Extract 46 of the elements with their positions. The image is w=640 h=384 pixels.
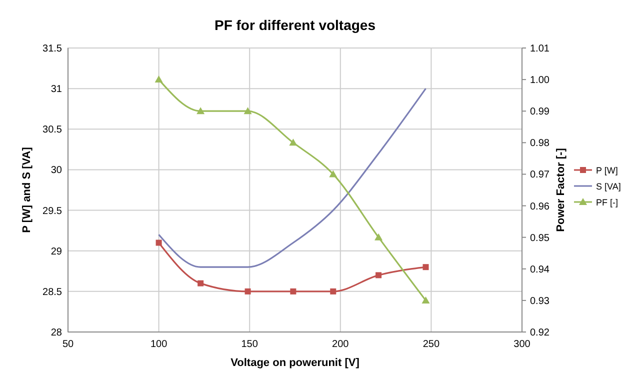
y2-tick-label: 0.95 <box>530 232 550 244</box>
y-tick-label: 30 <box>50 165 62 176</box>
y-tick-label: 30.5 <box>42 124 62 136</box>
point <box>196 107 205 114</box>
y2-axis-title: Power Factor [-] <box>555 148 567 232</box>
line-series <box>158 88 427 268</box>
point <box>422 296 430 304</box>
point <box>154 76 163 83</box>
point <box>244 288 251 294</box>
y-tick-label: 31 <box>50 84 62 96</box>
legend-label: P [W] <box>596 166 618 176</box>
y-tick-label: 28.5 <box>42 286 62 298</box>
chart-title: PF for different voltages <box>214 17 376 33</box>
x-tick-label: 250 <box>422 339 440 350</box>
y-tick-label: 31.5 <box>42 44 62 54</box>
x-tick-label: 150 <box>241 339 258 350</box>
y-tick-label: 29.5 <box>42 206 62 217</box>
y2-tick-label: 0.94 <box>530 264 550 276</box>
y2-tick-label: 0.92 <box>530 328 550 338</box>
y2-tick-label: 0.96 <box>530 201 550 212</box>
point <box>422 264 429 270</box>
y2-tick-label: 0.98 <box>530 138 550 150</box>
x-tick-label: 100 <box>150 339 168 350</box>
y2-tick-label: 0.97 <box>530 170 550 181</box>
point <box>289 138 298 146</box>
legend-label: S [VA] <box>596 182 621 192</box>
point <box>198 280 204 286</box>
y2-tick-label: 1.01 <box>530 44 550 54</box>
x-tick-label: 300 <box>514 339 531 350</box>
point <box>329 170 338 178</box>
point <box>156 240 162 246</box>
legend-label: PF [-] <box>596 198 618 208</box>
y2-tick-label: 0.93 <box>530 296 550 307</box>
point <box>374 233 383 240</box>
x-axis-title: Voltage on powerunit [V] <box>230 357 360 369</box>
point <box>244 107 252 114</box>
point <box>376 272 382 278</box>
y2-tick-label: 0.99 <box>530 106 550 118</box>
y-tick-label: 28 <box>50 328 62 338</box>
y-axis-title: P [W] and S [VA] <box>21 146 33 233</box>
x-tick-label: 50 <box>62 339 74 350</box>
point <box>330 288 336 294</box>
x-tick-label: 200 <box>332 339 350 350</box>
y-tick-label: 29 <box>50 246 62 258</box>
y2-tick-label: 1.00 <box>530 75 550 86</box>
point <box>290 288 296 294</box>
